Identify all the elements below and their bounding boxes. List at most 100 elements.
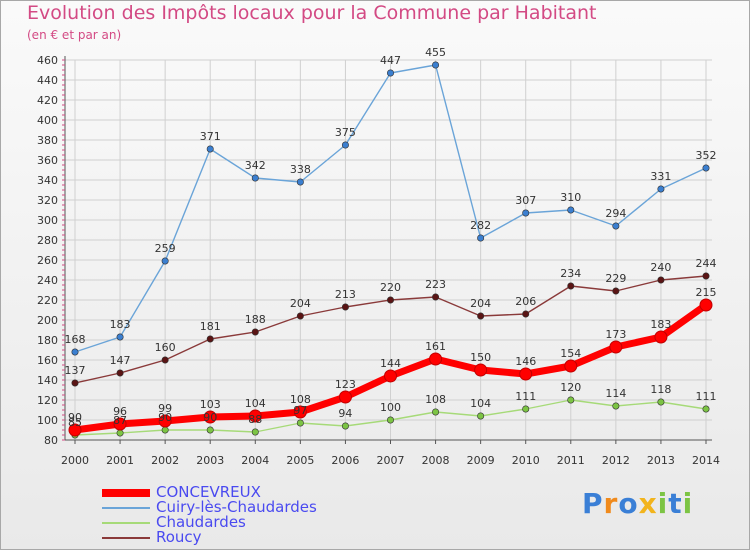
data-point-concevreux [248, 409, 262, 423]
data-label-chaudardes: 111 [696, 390, 717, 403]
x-tick-label: 2008 [422, 454, 450, 467]
data-point-concevreux [68, 423, 82, 437]
data-label-roucy: 240 [650, 261, 671, 274]
y-tick-label: 380 [37, 134, 58, 147]
data-point-chaudardes [432, 408, 440, 416]
data-label-cuiry-l-s-chaudardes: 294 [605, 207, 626, 220]
data-point-chaudardes [251, 428, 259, 436]
legend-item: CONCEVREUX [102, 485, 261, 500]
data-point-cuiry-l-s-chaudardes [71, 348, 79, 356]
y-tick-label: 200 [37, 314, 58, 327]
data-point-concevreux [564, 359, 578, 373]
data-point-cuiry-l-s-chaudardes [657, 185, 665, 193]
x-tick-label: 2009 [467, 454, 495, 467]
data-label-cuiry-l-s-chaudardes: 371 [200, 130, 221, 143]
data-label-concevreux: 161 [425, 340, 446, 353]
data-point-roucy [296, 312, 304, 320]
data-point-concevreux [113, 417, 127, 431]
y-tick-label: 320 [37, 194, 58, 207]
data-point-concevreux [519, 367, 533, 381]
data-point-roucy [71, 379, 79, 387]
data-point-concevreux [654, 330, 668, 344]
x-tick-label: 2003 [196, 454, 224, 467]
data-point-chaudardes [477, 412, 485, 420]
data-label-roucy: 188 [245, 313, 266, 326]
data-label-cuiry-l-s-chaudardes: 455 [425, 46, 446, 59]
legend-item: Cuiry-lès-Chaudardes [102, 500, 317, 515]
data-label-roucy: 213 [335, 288, 356, 301]
data-label-cuiry-l-s-chaudardes: 375 [335, 126, 356, 139]
data-point-chaudardes [116, 429, 124, 437]
y-tick-label: 120 [37, 394, 58, 407]
data-point-chaudardes [567, 396, 575, 404]
legend-label: Roucy [156, 528, 202, 546]
data-label-roucy: 181 [200, 320, 221, 333]
data-point-chaudardes [612, 402, 620, 410]
data-point-concevreux [384, 369, 397, 383]
data-label-concevreux: 150 [470, 351, 491, 364]
x-tick-label: 2013 [647, 454, 675, 467]
data-point-chaudardes [341, 422, 349, 430]
y-tick-label: 260 [37, 254, 58, 267]
legend-swatch [102, 536, 150, 539]
data-point-chaudardes [657, 398, 665, 406]
data-label-cuiry-l-s-chaudardes: 338 [290, 163, 311, 176]
data-label-concevreux: 173 [605, 328, 626, 341]
data-label-concevreux: 99 [158, 402, 172, 415]
data-label-chaudardes: 104 [470, 397, 491, 410]
data-point-cuiry-l-s-chaudardes [432, 61, 440, 69]
data-point-cuiry-l-s-chaudardes [206, 145, 214, 153]
data-point-roucy [522, 310, 530, 318]
data-label-chaudardes: 85 [68, 416, 82, 429]
data-point-cuiry-l-s-chaudardes [116, 333, 124, 341]
x-tick-label: 2005 [286, 454, 314, 467]
data-point-roucy [386, 296, 394, 304]
data-point-roucy [116, 369, 124, 377]
data-point-concevreux [203, 410, 217, 424]
x-tick-label: 2010 [512, 454, 540, 467]
data-label-concevreux: 103 [200, 398, 221, 411]
legend-swatch [102, 521, 150, 524]
data-label-concevreux: 96 [113, 405, 127, 418]
data-label-cuiry-l-s-chaudardes: 183 [110, 318, 131, 331]
x-tick-label: 2000 [61, 454, 89, 467]
data-label-cuiry-l-s-chaudardes: 282 [470, 219, 491, 232]
data-point-chaudardes [702, 405, 710, 413]
y-tick-label: 420 [37, 94, 58, 107]
proxiti-logo: Proxiti [582, 487, 694, 520]
data-label-chaudardes: 88 [248, 413, 262, 426]
y-tick-label: 300 [37, 214, 58, 227]
data-label-chaudardes: 100 [380, 401, 401, 414]
legend-label: Cuiry-lès-Chaudardes [156, 498, 317, 516]
data-label-concevreux: 90 [68, 411, 82, 424]
data-point-cuiry-l-s-chaudardes [296, 178, 304, 186]
data-point-roucy [432, 293, 440, 301]
chart-title: Evolution des Impôts locaux pour la Comm… [27, 2, 597, 24]
data-label-chaudardes: 118 [650, 383, 671, 396]
data-point-cuiry-l-s-chaudardes [386, 69, 394, 77]
y-tick-label: 280 [37, 234, 58, 247]
data-point-cuiry-l-s-chaudardes [477, 234, 485, 242]
legend-swatch [102, 488, 150, 497]
data-point-cuiry-l-s-chaudardes [567, 206, 575, 214]
data-point-cuiry-l-s-chaudardes [251, 174, 259, 182]
data-label-cuiry-l-s-chaudardes: 447 [380, 54, 401, 67]
y-tick-label: 100 [37, 414, 58, 427]
x-tick-label: 2011 [557, 454, 585, 467]
data-label-roucy: 147 [110, 354, 131, 367]
data-point-roucy [206, 335, 214, 343]
data-label-roucy: 244 [696, 257, 717, 270]
y-tick-label: 440 [37, 74, 58, 87]
legend-label: CONCEVREUX [156, 483, 261, 501]
legend-swatch [102, 506, 150, 509]
data-label-concevreux: 183 [650, 318, 671, 331]
legend-item: Roucy [102, 530, 202, 545]
data-label-cuiry-l-s-chaudardes: 168 [65, 333, 86, 346]
data-point-roucy [341, 303, 349, 311]
data-label-concevreux: 104 [245, 397, 266, 410]
data-point-cuiry-l-s-chaudardes [341, 141, 349, 149]
data-point-concevreux [609, 340, 623, 354]
data-label-concevreux: 154 [560, 347, 581, 360]
data-label-roucy: 234 [560, 267, 581, 280]
